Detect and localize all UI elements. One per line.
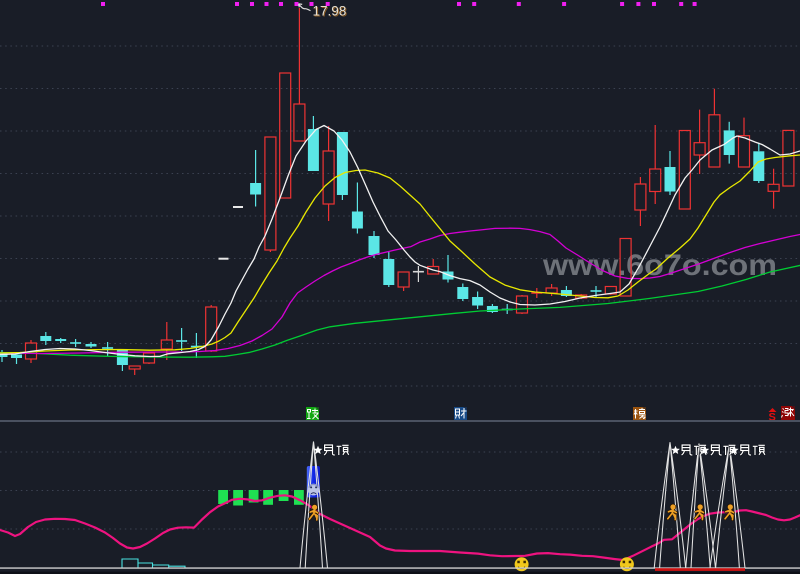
svg-text:17.98: 17.98 — [313, 4, 347, 19]
svg-text:17.98: 17.98 — [314, 5, 348, 20]
svg-text:S: S — [769, 412, 776, 424]
